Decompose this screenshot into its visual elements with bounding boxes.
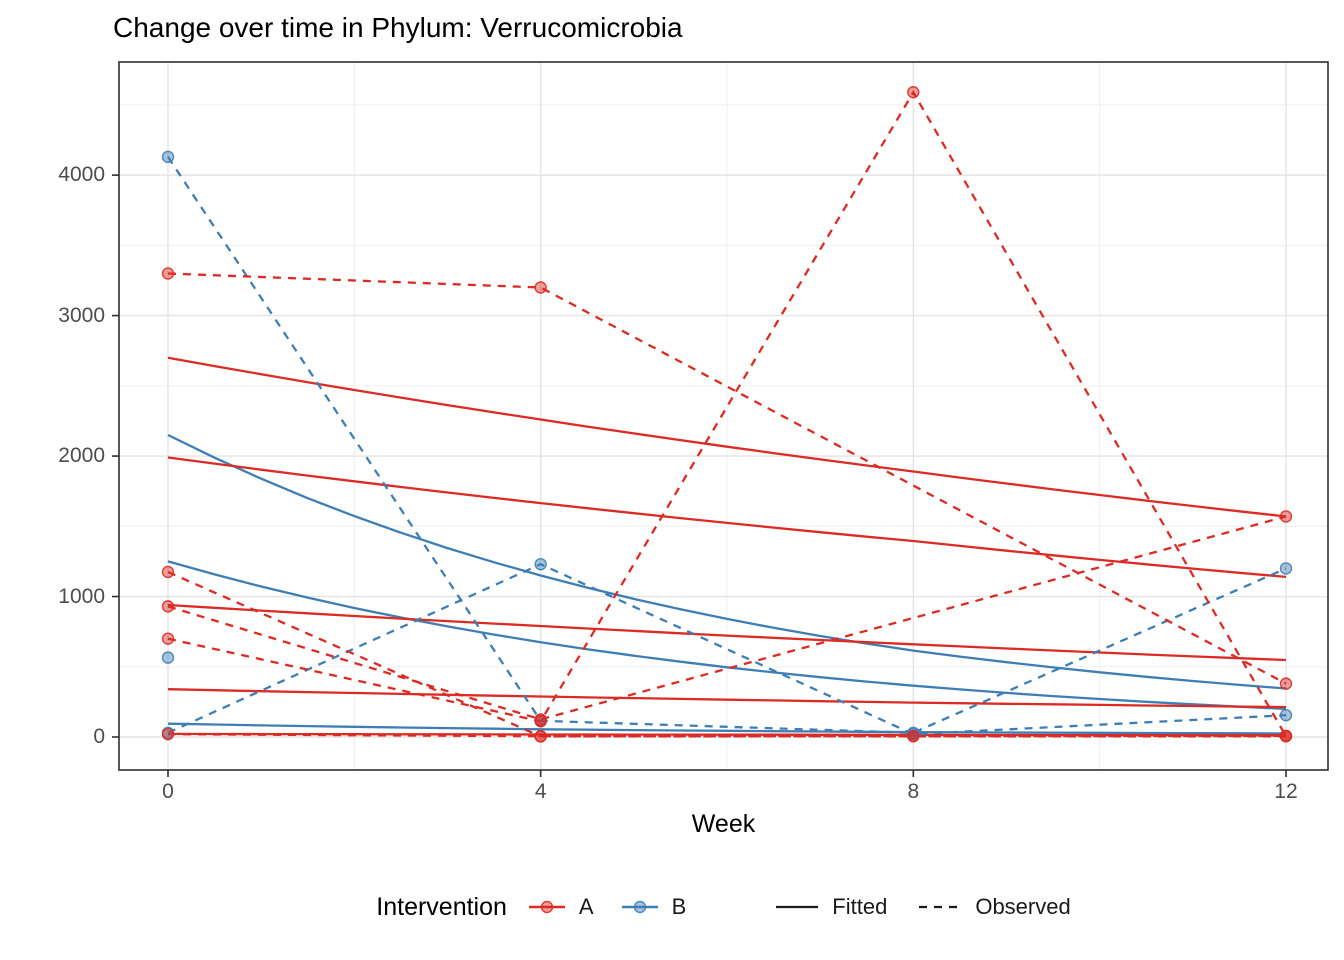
A-observed-1-marker bbox=[161, 267, 175, 280]
panel-border bbox=[118, 61, 1329, 771]
B-fitted-3 bbox=[167, 722, 1287, 735]
legend-key-observed-icon bbox=[919, 905, 962, 909]
legend-label-A: A bbox=[578, 894, 594, 919]
A-observed-5-marker bbox=[534, 729, 547, 743]
x-axis-title: Week bbox=[691, 810, 756, 838]
A-observed-5-marker bbox=[1279, 730, 1293, 743]
legend-label-B: B bbox=[671, 894, 687, 919]
A-observed-3-marker bbox=[1279, 510, 1293, 523]
x-axis-tick-label: 8 bbox=[907, 780, 920, 803]
B-fitted-1 bbox=[167, 433, 1287, 690]
legend-item-A: A bbox=[527, 893, 594, 921]
B-observed-1-marker bbox=[161, 150, 175, 164]
A-observed-3 bbox=[167, 515, 1287, 721]
legend-item-fitted: Fitted bbox=[774, 893, 887, 921]
A-observed-4-marker bbox=[907, 86, 920, 99]
legend-key-fitted-icon bbox=[776, 905, 819, 909]
A-observed-1 bbox=[167, 272, 1287, 685]
x-axis-tick-label: 12 bbox=[1274, 780, 1298, 803]
B-observed-2-marker bbox=[534, 558, 547, 571]
A-fitted-4 bbox=[167, 688, 1287, 709]
A-fitted-1 bbox=[167, 356, 1287, 518]
A-observed-2-marker bbox=[161, 565, 175, 579]
A-observed-1-marker bbox=[1279, 677, 1293, 690]
A-fitted-3 bbox=[167, 603, 1287, 662]
panel-background bbox=[119, 62, 1328, 770]
x-axis-tick-label: 4 bbox=[534, 780, 547, 803]
A-observed-5-marker bbox=[907, 730, 920, 743]
B-observed-2 bbox=[167, 562, 1287, 736]
y-axis-tick-label: 2000 bbox=[58, 444, 105, 468]
legend-key-a-icon bbox=[528, 900, 565, 914]
legend-label-fitted: Fitted bbox=[832, 894, 888, 919]
legend-item-B: B bbox=[620, 893, 687, 921]
legend-title: Intervention bbox=[376, 892, 507, 921]
x-axis-tick-label: 0 bbox=[162, 780, 174, 803]
y-axis-tick-label: 0 bbox=[93, 725, 105, 748]
B-observed-1 bbox=[167, 156, 1287, 734]
B-fitted-2 bbox=[167, 560, 1287, 711]
A-observed-4-marker bbox=[161, 632, 175, 645]
chart-title: Change over time in Phylum: Verrucomicro… bbox=[113, 12, 683, 43]
legend-label-observed: Observed bbox=[975, 894, 1071, 919]
B-observed-1-marker bbox=[1279, 562, 1293, 575]
B-observed-3-marker bbox=[161, 651, 175, 664]
legend-key-b-icon bbox=[621, 900, 658, 914]
y-axis-tick-label: 3000 bbox=[58, 303, 105, 327]
A-observed-3-marker bbox=[161, 600, 175, 613]
y-axis-tick-label: 1000 bbox=[58, 584, 105, 608]
A-fitted-2 bbox=[167, 456, 1287, 579]
A-observed-4-marker bbox=[534, 715, 547, 728]
A-observed-5-marker bbox=[161, 727, 175, 741]
legend-item-observed: Observed bbox=[917, 893, 1071, 921]
A-observed-1-marker bbox=[534, 281, 547, 294]
A-observed-5 bbox=[167, 733, 1286, 738]
y-axis-tick-label: 4000 bbox=[58, 163, 105, 187]
legend: Intervention A B Fitted bbox=[119, 882, 1328, 932]
B-observed-2-marker bbox=[1279, 709, 1293, 722]
